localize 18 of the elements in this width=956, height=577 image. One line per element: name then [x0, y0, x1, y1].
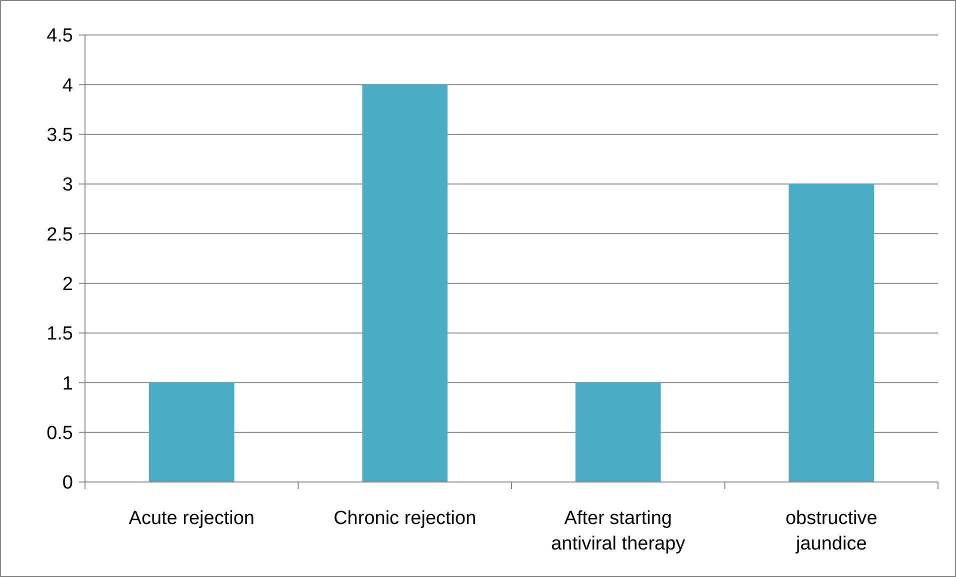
- y-tick-label: 1: [62, 373, 73, 394]
- y-tick-label: 4.5: [46, 26, 73, 47]
- x-tick-label: Acute rejection: [128, 508, 254, 529]
- x-tick-label: Chronic rejection: [334, 508, 476, 529]
- y-tick-label: 0.5: [46, 422, 73, 444]
- y-tick-label: 2.5: [46, 224, 73, 246]
- y-tick-label: 1.5: [46, 324, 73, 345]
- x-tick-label: obstructive jaundice: [785, 508, 878, 555]
- x-tick-label: After starting antiviral therapy: [551, 508, 686, 555]
- y-tick-label: 0: [62, 472, 73, 494]
- y-tick-label: 2: [62, 274, 73, 295]
- bar: [148, 382, 234, 482]
- y-tick-label: 3.5: [46, 124, 73, 146]
- y-tick-label: 3: [62, 174, 73, 196]
- y-tick-label: 4: [62, 75, 74, 96]
- bar: [575, 382, 661, 482]
- bar: [362, 84, 448, 482]
- bar: [788, 184, 874, 482]
